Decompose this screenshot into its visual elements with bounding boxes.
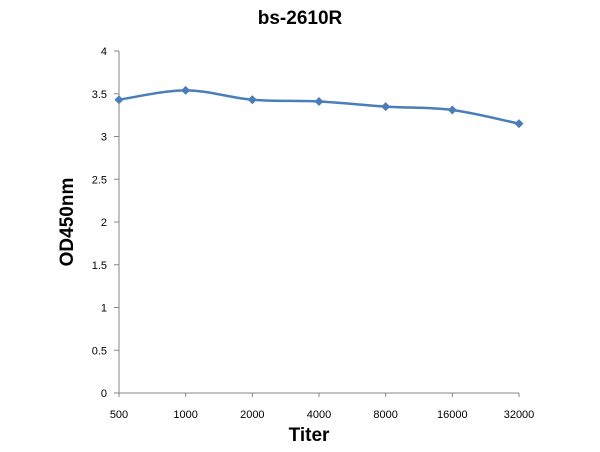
data-point-marker [114,95,124,105]
x-tick-labels: 500 1000 2000 4000 8000 16000 32000 [110,409,534,421]
x-axis-title: Titer [288,425,330,446]
x-tick-label: 2000 [240,409,264,421]
y-tick-label: 0 [101,388,107,400]
x-tick-label: 32000 [504,409,535,421]
y-tick-label: 4 [101,46,107,58]
y-tick-labels: 0 0.5 1 1.5 2 2.5 3 3.5 4 [92,46,107,400]
y-tick-label: 2.5 [92,174,107,186]
data-point-marker [247,95,257,105]
series-group [114,85,524,129]
chart-title: bs-2610R [257,8,343,29]
y-tick-label: 3.5 [92,89,107,101]
x-tick-label: 16000 [437,409,468,421]
data-point-marker [381,102,391,112]
data-point-marker [181,85,191,95]
data-point-marker [514,119,524,129]
x-tick-label: 8000 [373,409,397,421]
axes [114,50,520,397]
data-point-marker [314,96,324,106]
y-tick-label: 0.5 [92,345,107,357]
series-line [118,89,520,125]
x-tick-label: 4000 [307,409,331,421]
y-tick-label: 2 [101,217,107,229]
y-tick-label: 3 [101,132,107,144]
x-tick-label: 500 [110,409,128,421]
y-tick-label: 1.5 [92,260,107,272]
data-point-marker [447,105,457,115]
y-tick-label: 1 [101,303,107,315]
x-tick-label: 1000 [173,409,197,421]
